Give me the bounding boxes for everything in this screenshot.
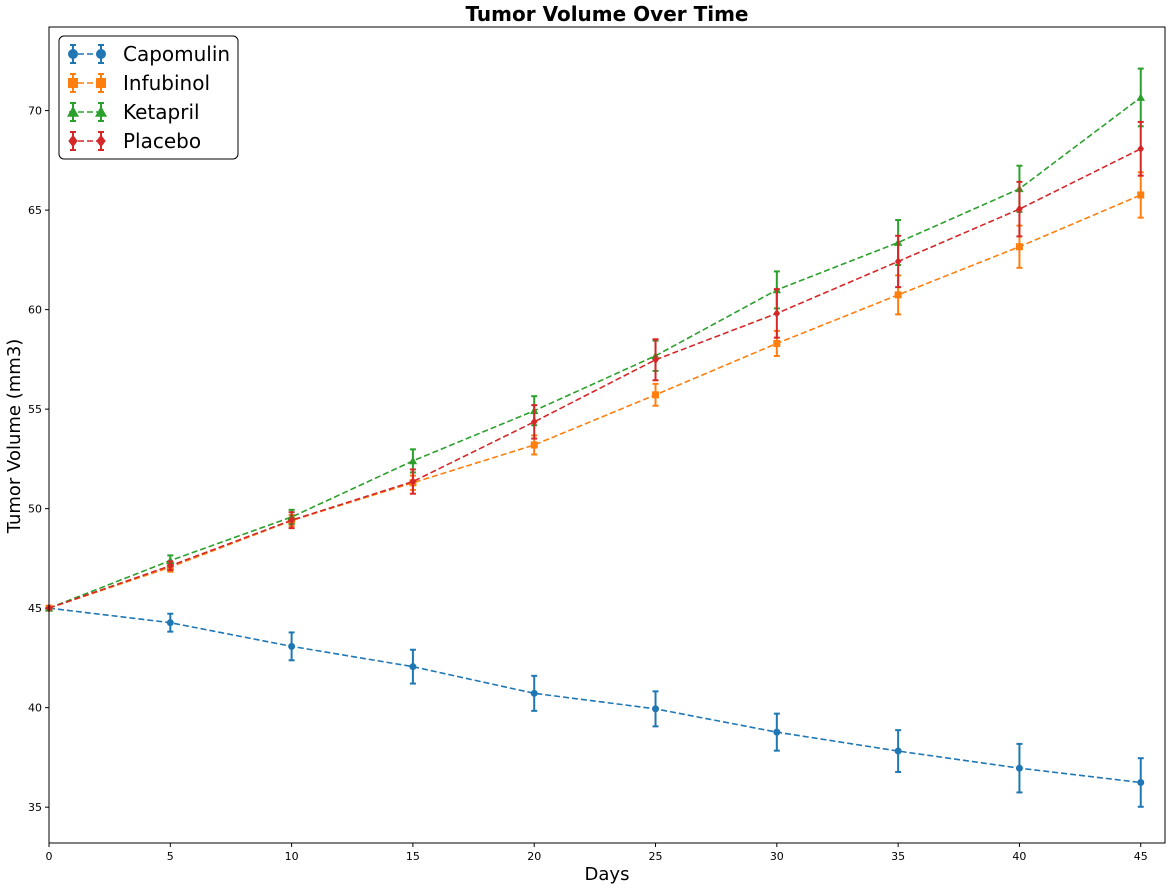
legend-label-capomulin: Capomulin bbox=[123, 42, 230, 66]
legend-item-ketapril: Ketapril bbox=[67, 100, 200, 124]
data-point-placebo bbox=[530, 417, 538, 427]
legend-label-placebo: Placebo bbox=[123, 129, 201, 153]
y-tick-label: 40 bbox=[28, 702, 42, 715]
data-point-capomulin bbox=[530, 689, 538, 697]
series-line-infubinol bbox=[48, 194, 1142, 609]
legend-marker-capomulin bbox=[68, 49, 78, 59]
y-tick-label: 60 bbox=[28, 304, 42, 317]
data-point-capomulin bbox=[652, 705, 660, 713]
y-tick-label: 45 bbox=[28, 602, 42, 615]
y-tick-label: 35 bbox=[28, 801, 42, 814]
data-point-placebo bbox=[1137, 144, 1145, 154]
legend-marker-ketapril bbox=[67, 106, 79, 117]
series-line-capomulin bbox=[48, 607, 1141, 784]
x-tick-label: 0 bbox=[46, 850, 53, 863]
data-point-capomulin bbox=[166, 619, 174, 627]
data-point-placebo bbox=[652, 355, 659, 365]
y-tick-label: 55 bbox=[28, 403, 42, 416]
data-point-capomulin bbox=[409, 663, 417, 671]
x-tick-label: 15 bbox=[406, 850, 420, 863]
y-axis-label: Tumor Volume (mm3) bbox=[4, 339, 25, 535]
data-point-capomulin bbox=[894, 747, 902, 755]
x-tick-label: 25 bbox=[649, 850, 663, 863]
legend-label-infubinol: Infubinol bbox=[123, 71, 210, 95]
x-axis-label: Days bbox=[585, 864, 630, 885]
legend-marker-capomulin bbox=[96, 49, 106, 59]
series-layer bbox=[44, 67, 1145, 808]
legend-marker-placebo bbox=[68, 134, 78, 148]
data-point-placebo bbox=[409, 477, 417, 486]
series-capomulin bbox=[45, 604, 1145, 808]
chart-title: Tumor Volume Over Time bbox=[465, 2, 748, 26]
x-tick-label: 45 bbox=[1134, 850, 1148, 863]
data-point-infubinol bbox=[894, 291, 902, 299]
legend-marker-ketapril bbox=[95, 106, 107, 117]
data-point-placebo bbox=[894, 257, 902, 266]
legend-box bbox=[58, 35, 239, 160]
ticks-layer: 0 5 10 15 20 25 30 35 40 45 35 40 45 50 55 60 65 70 bbox=[28, 105, 1148, 863]
x-tick-label: 20 bbox=[527, 850, 541, 863]
legend-item-infubinol: Infubinol bbox=[68, 71, 210, 95]
legend: Capomulin Infubinol Ketapril Placebo bbox=[58, 35, 239, 160]
data-point-placebo bbox=[288, 515, 295, 525]
data-point-infubinol bbox=[773, 339, 781, 347]
series-line-ketapril bbox=[48, 96, 1142, 609]
series-line-placebo bbox=[48, 148, 1142, 609]
data-point-infubinol bbox=[1015, 243, 1023, 251]
data-point-ketapril bbox=[408, 456, 418, 465]
x-tick-label: 5 bbox=[167, 850, 174, 863]
plot-frame bbox=[48, 26, 1166, 844]
data-point-infubinol bbox=[1137, 191, 1145, 199]
legend-marker-infubinol bbox=[68, 78, 78, 88]
x-tick-label: 35 bbox=[891, 850, 905, 863]
x-tick-label: 10 bbox=[285, 850, 299, 863]
data-point-capomulin bbox=[1015, 764, 1023, 772]
y-tick-label: 65 bbox=[28, 204, 42, 217]
legend-marker-placebo bbox=[96, 134, 106, 148]
legend-items: Capomulin Infubinol Ketapril Placebo bbox=[67, 42, 230, 153]
data-point-ketapril bbox=[1136, 93, 1145, 101]
data-point-infubinol bbox=[652, 391, 660, 399]
x-tick-label: 30 bbox=[770, 850, 784, 863]
series-placebo bbox=[45, 120, 1145, 613]
data-point-capomulin bbox=[773, 728, 781, 736]
y-tick-label: 70 bbox=[28, 105, 42, 118]
x-tick-label: 40 bbox=[1012, 850, 1026, 863]
data-point-placebo bbox=[167, 561, 174, 571]
data-point-infubinol bbox=[530, 441, 538, 449]
data-point-placebo bbox=[773, 309, 781, 318]
y-tick-label: 50 bbox=[28, 503, 42, 516]
data-point-placebo bbox=[1016, 204, 1023, 214]
legend-label-ketapril: Ketapril bbox=[123, 100, 200, 124]
legend-marker-infubinol bbox=[96, 78, 106, 88]
data-point-capomulin bbox=[288, 642, 296, 650]
data-point-capomulin bbox=[1137, 778, 1145, 786]
legend-item-capomulin: Capomulin bbox=[68, 42, 230, 66]
legend-item-placebo: Placebo bbox=[68, 129, 201, 153]
